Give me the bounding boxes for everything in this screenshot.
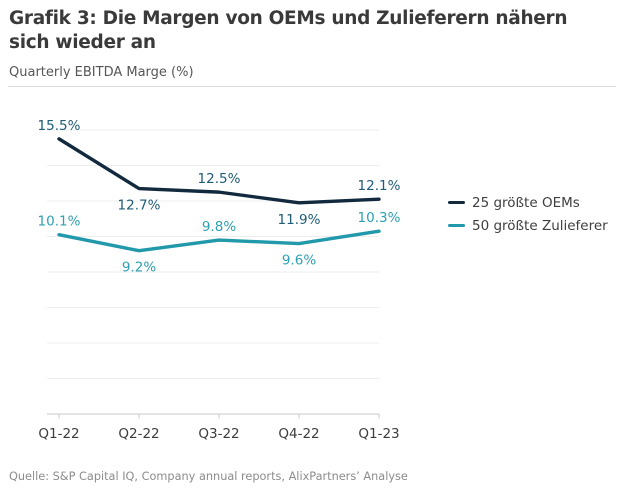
supplier-line-swatch-icon (448, 223, 465, 228)
legend-item-oems: 25 größte OEMs (448, 191, 608, 214)
svg-text:Q2-22: Q2-22 (118, 426, 159, 442)
legend-label-suppliers: 50 größte Zulieferer (472, 217, 608, 234)
chart-subtitle: Quarterly EBITDA Marge (%) (9, 65, 194, 80)
svg-text:12.1%: 12.1% (358, 178, 401, 194)
oem-line-swatch-icon (448, 200, 465, 205)
legend-label-oems: 25 größte OEMs (472, 194, 580, 211)
svg-text:9.2%: 9.2% (122, 260, 156, 276)
svg-text:11.9%: 11.9% (278, 212, 321, 228)
header-divider (8, 86, 616, 87)
source-note: Quelle: S&P Capital IQ, Company annual r… (9, 470, 408, 483)
chart-title: Grafik 3: Die Margen von OEMs und Zulief… (9, 7, 619, 55)
chart-header: Grafik 3: Die Margen von OEMs und Zulief… (9, 7, 619, 55)
svg-text:15.5%: 15.5% (38, 118, 81, 134)
svg-text:9.6%: 9.6% (282, 253, 316, 269)
chart-title-line1: Grafik 3: Die Margen von OEMs und Zulief… (9, 8, 568, 29)
svg-text:Q4-22: Q4-22 (278, 426, 319, 442)
svg-text:10.3%: 10.3% (358, 210, 401, 226)
svg-text:12.5%: 12.5% (198, 171, 241, 187)
svg-text:Q3-22: Q3-22 (198, 426, 239, 442)
svg-text:Q1-22: Q1-22 (38, 426, 79, 442)
svg-text:10.1%: 10.1% (38, 214, 81, 230)
chart-title-line2: sich wieder an (9, 32, 156, 53)
chart-legend: 25 größte OEMs 50 größte Zulieferer (448, 191, 608, 237)
svg-text:9.8%: 9.8% (202, 219, 236, 235)
svg-text:Q1-23: Q1-23 (358, 426, 399, 442)
svg-text:12.7%: 12.7% (118, 198, 161, 214)
legend-item-suppliers: 50 größte Zulieferer (448, 214, 608, 237)
